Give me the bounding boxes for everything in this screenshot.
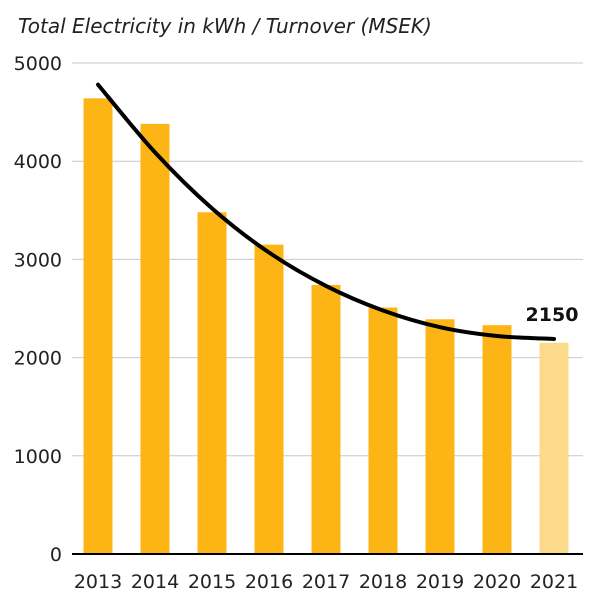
bar xyxy=(368,307,398,554)
y-tick-label: 2000 xyxy=(14,348,62,370)
y-tick-label: 0 xyxy=(50,544,62,566)
trend-line xyxy=(96,82,556,341)
bar xyxy=(140,123,170,554)
x-tick-label: 2013 xyxy=(74,571,122,593)
x-tick-label: 2020 xyxy=(473,571,521,593)
y-tick-label: 3000 xyxy=(14,249,62,271)
bar xyxy=(425,319,455,554)
x-tick-label: 2016 xyxy=(245,571,293,593)
bars xyxy=(83,98,569,555)
bar xyxy=(83,98,113,555)
chart-title: Total Electricity in kWh / Turnover (MSE… xyxy=(18,14,432,38)
x-tick-label: 2014 xyxy=(131,571,179,593)
bar xyxy=(197,212,227,554)
x-tick-label: 2017 xyxy=(302,571,350,593)
x-tick-label: 2015 xyxy=(188,571,236,593)
x-tick-label: 2019 xyxy=(416,571,464,593)
labels: 0 1000 2000 3000 4000 5000 2013 2014 2015 2016 201… xyxy=(14,53,579,593)
bar xyxy=(539,342,569,554)
x-tick-label: 2018 xyxy=(359,571,407,593)
bar xyxy=(482,325,512,554)
data-label: 2150 xyxy=(526,304,579,326)
y-tick-label: 5000 xyxy=(14,53,62,75)
trend-line-group xyxy=(96,82,556,341)
bar xyxy=(254,244,284,555)
y-tick-label: 4000 xyxy=(14,151,62,173)
bar xyxy=(311,284,341,554)
x-tick-label: 2021 xyxy=(530,571,578,593)
y-tick-label: 1000 xyxy=(14,446,62,468)
